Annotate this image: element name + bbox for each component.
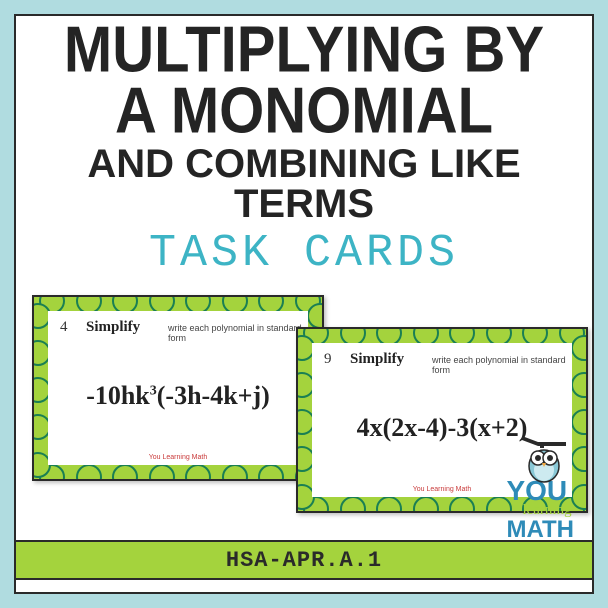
owl-icon xyxy=(516,432,572,484)
subtitle-line-2: TERMS xyxy=(16,184,592,224)
card-expression: -10hk3(-3h-4k+j) xyxy=(48,381,308,411)
card-footer: You Learning Math xyxy=(48,454,308,461)
card-simplify-label: Simplify xyxy=(86,319,140,336)
subtitle-line-1: AND COMBINING LIKE xyxy=(16,144,592,184)
card-simplify-label: Simplify xyxy=(350,351,404,368)
main-panel: MULTIPLYING BY A MONOMIAL AND COMBINING … xyxy=(14,14,594,594)
task-card: 4 Simplify write each polynomial in standa… xyxy=(32,295,324,481)
brand-logo-text: YOU learning MATH xyxy=(506,477,574,542)
standard-band: HSA-APR.A.1 xyxy=(16,540,592,580)
brand-math: MATH xyxy=(506,518,574,542)
title-line-2: A MONOMIAL xyxy=(16,80,592,142)
card-number: 4 xyxy=(60,319,68,336)
title-line-1: MULTIPLYING BY xyxy=(16,19,592,81)
card-instruction: write each polynomial in standard form xyxy=(168,323,308,343)
card-number: 9 xyxy=(324,351,332,368)
card-instruction: write each polynomial in standard form xyxy=(432,355,572,375)
taskcards-label: TASK CARDS xyxy=(16,228,592,279)
standard-code: HSA-APR.A.1 xyxy=(226,548,382,573)
